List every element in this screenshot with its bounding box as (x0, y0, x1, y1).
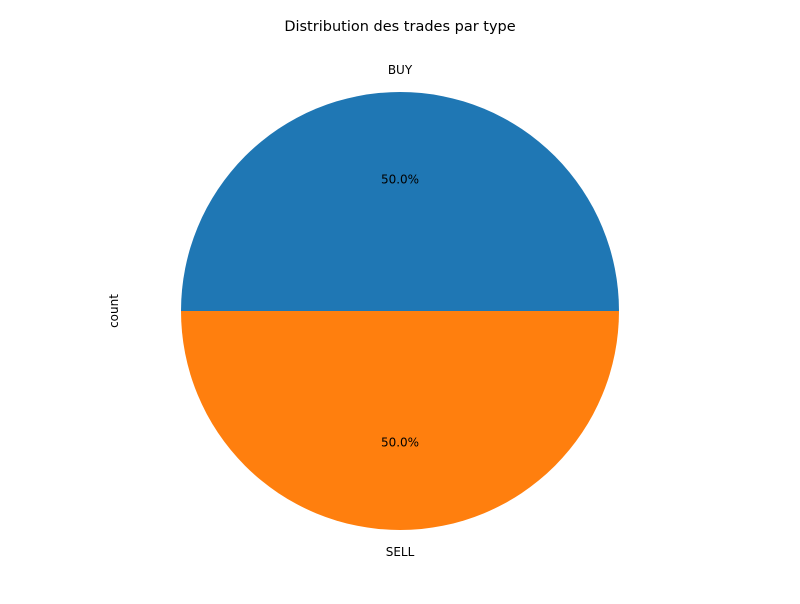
chart-title: Distribution des trades par type (284, 19, 515, 35)
pie-slices (181, 92, 619, 530)
pie-slice-buy (181, 92, 619, 311)
pie-labels: BUY 50.0% SELL 50.0% (381, 63, 419, 559)
slice-label-buy: BUY (388, 63, 413, 77)
slice-label-sell: SELL (386, 545, 415, 559)
y-axis-label: count (107, 294, 121, 328)
pie-slice-sell (181, 311, 619, 530)
percent-label-sell: 50.0% (381, 435, 419, 449)
percent-label-buy: 50.0% (381, 173, 419, 187)
